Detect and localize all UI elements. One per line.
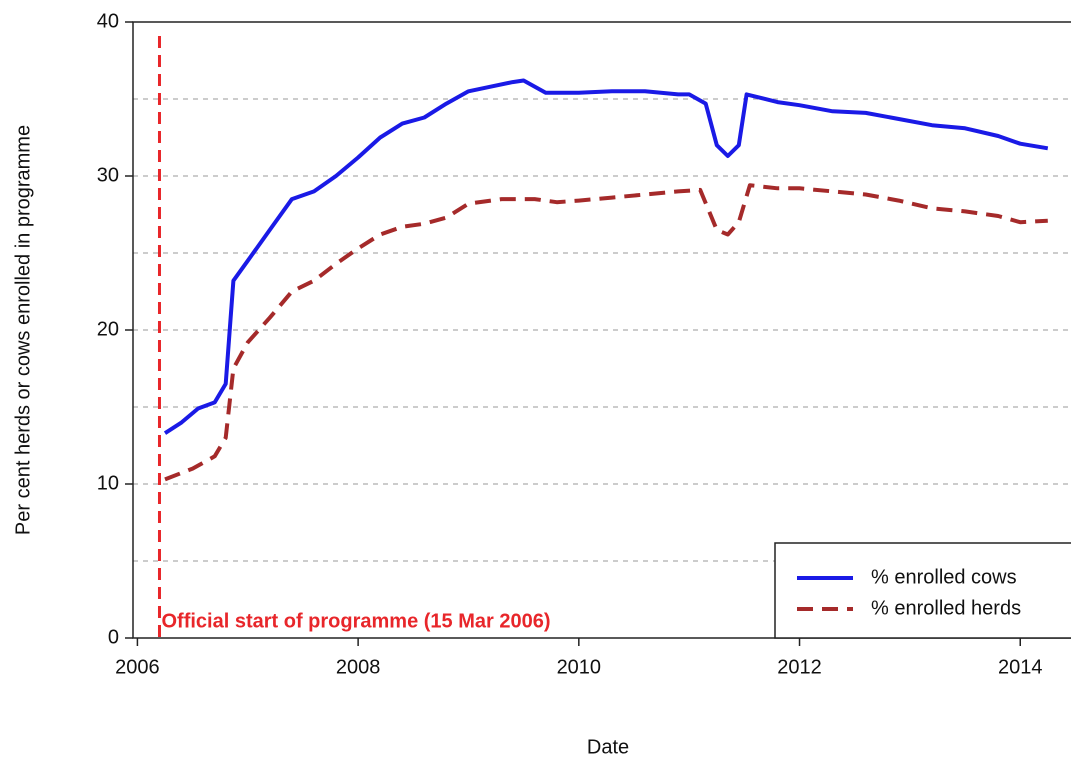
- x-tick-label: 2014: [998, 656, 1043, 678]
- legend-label: % enrolled herds: [871, 597, 1021, 619]
- legend-box: [774, 542, 1071, 639]
- x-tick-label: 2006: [115, 656, 160, 678]
- y-tick-label: 10: [97, 472, 119, 494]
- y-tick-label: 20: [97, 318, 119, 340]
- series-line: [164, 183, 1048, 482]
- annotation: Official start of programme (15 Mar 2006…: [161, 610, 550, 632]
- y-tick-label: 40: [97, 10, 119, 32]
- x-axis-label: Date: [587, 736, 629, 758]
- x-tick-label: 2008: [336, 656, 381, 678]
- y-axis-label: Per cent herds or cows enrolled in progr…: [12, 125, 34, 535]
- x-tick-label: 2010: [557, 656, 602, 678]
- y-tick-label: 0: [108, 626, 119, 648]
- legend-label: % enrolled cows: [871, 566, 1017, 588]
- y-tick-label: 30: [97, 164, 119, 186]
- x-tick-label: 2012: [777, 656, 822, 678]
- series-line: [163, 78, 1049, 435]
